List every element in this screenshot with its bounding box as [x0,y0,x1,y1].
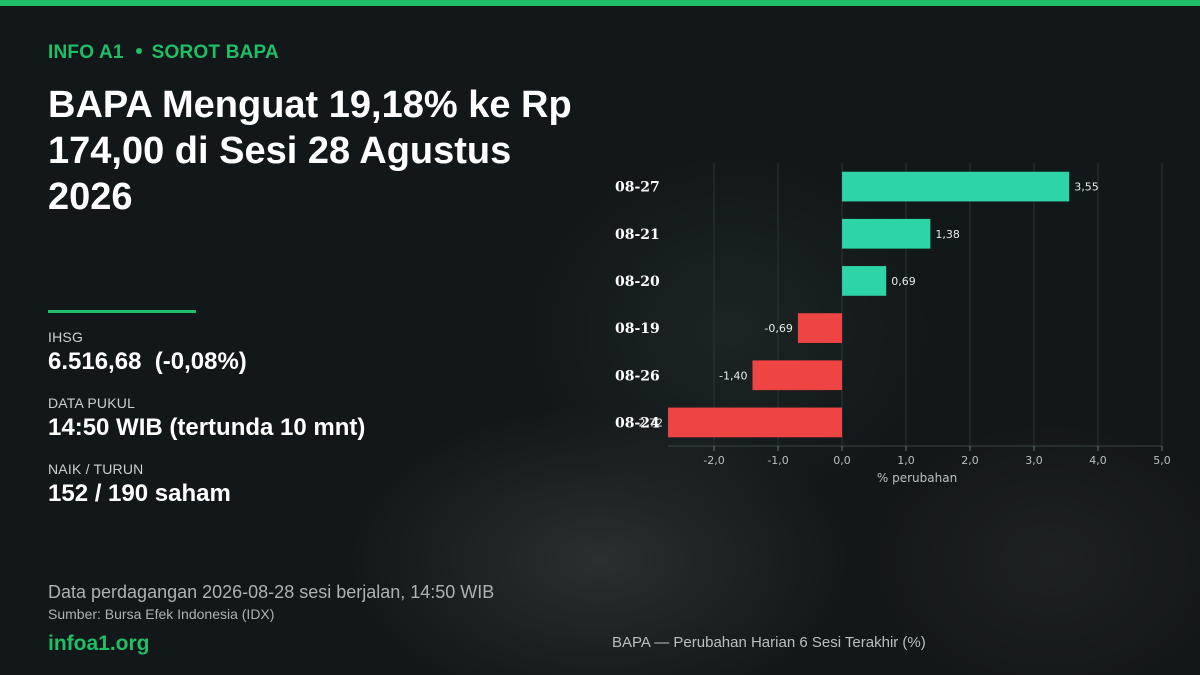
brand-url[interactable]: infoa1.org [48,632,150,655]
top-accent-bar [0,0,1200,6]
x-tick-label: 0,0 [833,454,851,467]
bar [668,407,843,438]
x-tick-label: 4,0 [1089,454,1107,467]
x-tick-label: 5,0 [1153,454,1171,467]
value-label: 3,55 [1074,181,1099,194]
section-divider [48,310,196,313]
category-label: 08-19 [615,321,660,337]
kicker: INFO A1 SOROT BAPA [48,42,279,64]
stat-updown: NAIK / TURUN 152 / 190 saham [48,461,231,508]
category-label: 08-21 [615,227,660,243]
value-label: -1,40 [719,369,747,382]
headline: BAPA Menguat 19,18% ke Rp 174,00 di Sesi… [48,84,572,218]
stat-updown-label: NAIK / TURUN [48,461,144,477]
x-tick-label: 1,0 [897,454,915,467]
stat-time: DATA PUKUL 14:50 WIB (tertunda 10 mnt) [48,395,365,442]
stat-time-label: DATA PUKUL [48,395,136,411]
stat-ihsg-label: IHSG [48,329,84,345]
bar [842,171,1070,202]
stat-updown-value: 152 / 190 saham [48,480,231,507]
category-label: 08-20 [615,274,660,290]
category-label: 08-26 [615,368,660,384]
bar [842,218,931,249]
kicker-brand: INFO A1 [48,42,124,63]
value-label: -2,72 [635,416,663,429]
category-label: 08-24 [615,415,660,431]
kicker-dot-icon [135,48,142,54]
bar [842,266,887,296]
chart-caption: BAPA — Perubahan Harian 6 Sesi Terakhir … [612,634,926,651]
value-label: 1,38 [935,228,960,241]
category-label: 08-27 [615,180,660,196]
stat-ihsg: IHSG 6.516,68 (-0,08%) [48,329,247,376]
x-axis-label: % perubahan [877,471,957,485]
kicker-section: SOROT BAPA [151,42,279,63]
value-label: 0,69 [891,275,916,288]
stat-ihsg-value: 6.516,68 (-0,08%) [48,348,247,375]
value-label: -0,69 [764,322,792,335]
trading-note: Data perdagangan 2026-08-28 sesi berjala… [48,582,495,602]
bar [752,360,843,391]
source-note: Sumber: Bursa Efek Indonesia (IDX) [48,606,275,622]
x-tick-label: 2,0 [961,454,979,467]
x-tick-label: 3,0 [1025,454,1043,467]
x-tick-label: -1,0 [767,454,788,467]
bar [797,313,843,343]
x-tick-label: -2,0 [703,454,724,467]
stat-time-value: 14:50 WIB (tertunda 10 mnt) [48,414,366,441]
